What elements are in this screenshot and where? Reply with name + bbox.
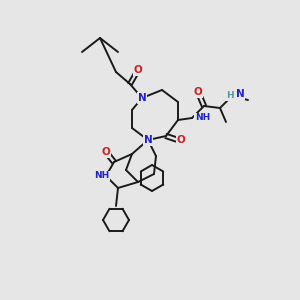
Text: O: O — [194, 87, 202, 97]
Text: N: N — [144, 135, 152, 145]
Text: N: N — [236, 89, 244, 99]
Text: H: H — [226, 92, 234, 100]
Text: NH: NH — [94, 172, 110, 181]
Text: O: O — [177, 135, 185, 145]
Text: N: N — [138, 93, 146, 103]
Text: O: O — [102, 147, 110, 157]
Text: NH: NH — [195, 113, 210, 122]
Text: O: O — [134, 65, 142, 75]
